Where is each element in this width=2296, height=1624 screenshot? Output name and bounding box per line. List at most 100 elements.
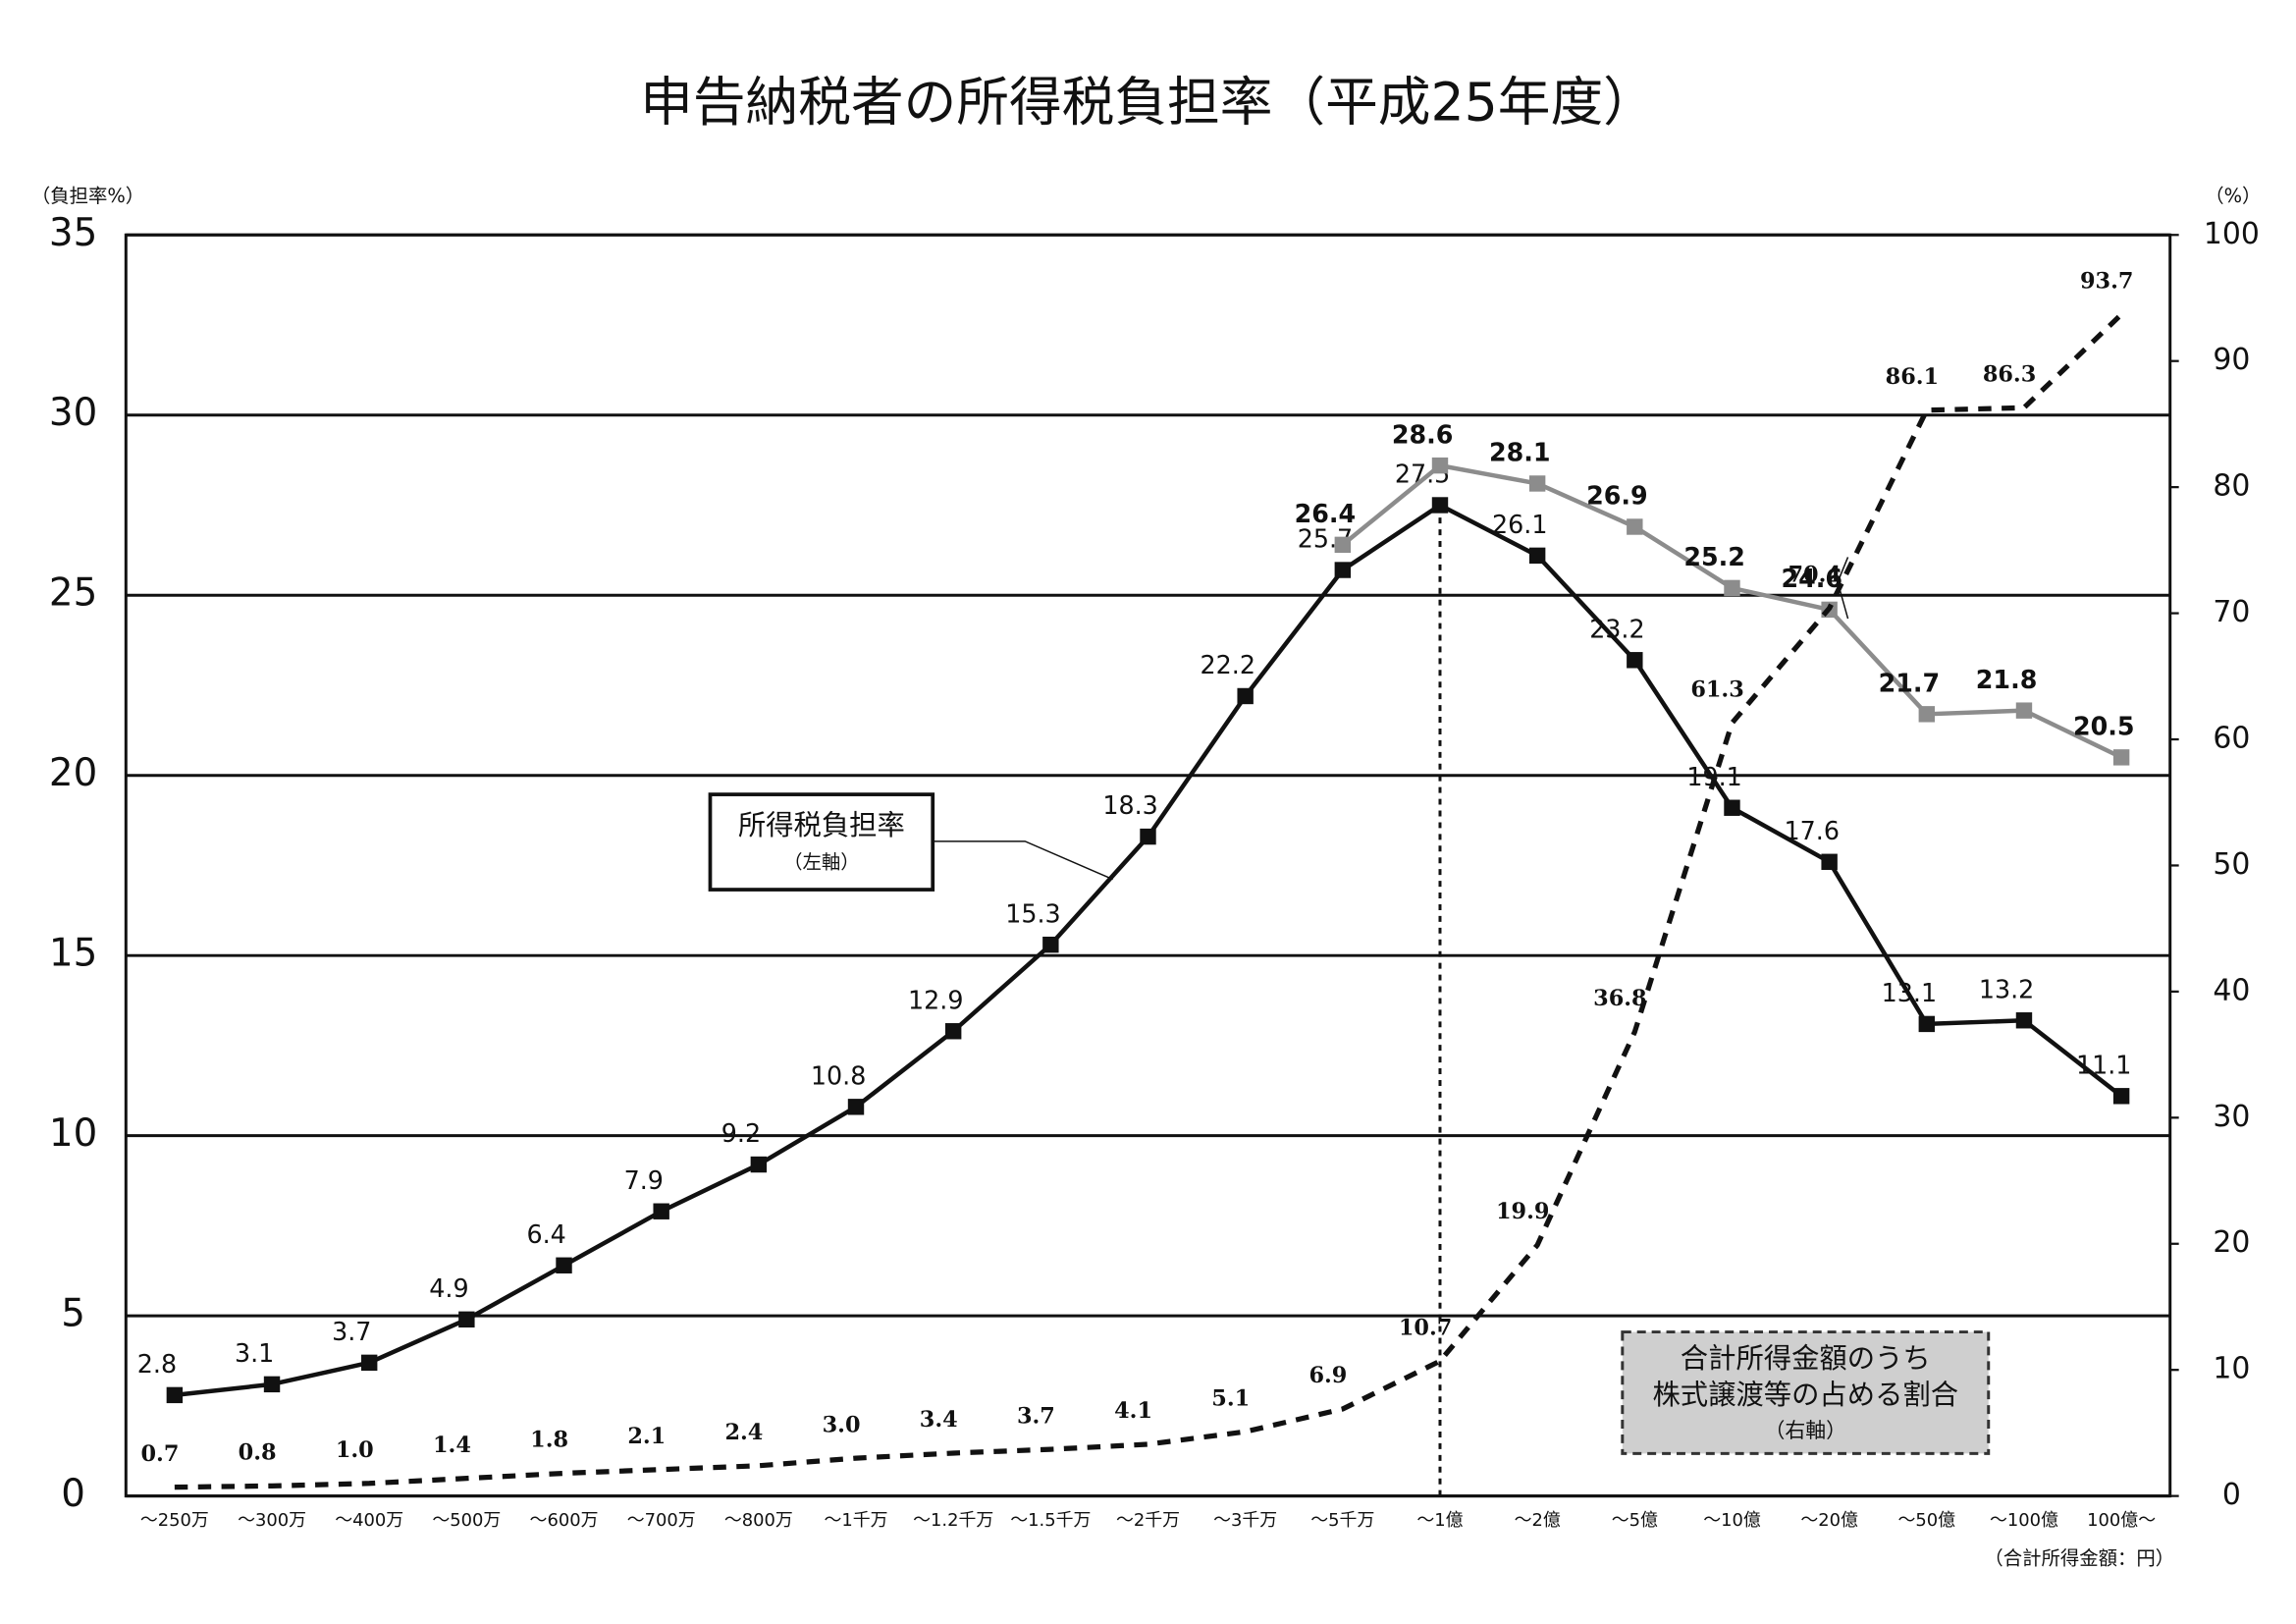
annotation: 合計所得金額のうち <box>1681 1342 1931 1375</box>
data-label: 18.3 <box>1102 790 1157 820</box>
marker <box>1528 475 1546 492</box>
marker <box>1821 853 1838 870</box>
x-tick-label: ～3千万 <box>1213 1510 1277 1531</box>
data-label: 1.0 <box>336 1437 374 1463</box>
x-tick-label: ～300万 <box>238 1510 306 1531</box>
y2-tick-label: 0 <box>2222 1478 2241 1512</box>
data-label: 61.3 <box>1690 677 1743 702</box>
data-label: 6.4 <box>526 1219 565 1249</box>
marker <box>1431 497 1449 514</box>
marker <box>1334 536 1352 554</box>
marker <box>1724 799 1740 816</box>
data-label: 1.4 <box>433 1433 471 1458</box>
marker <box>1431 457 1449 474</box>
marker <box>1627 652 1643 669</box>
data-label: 2.1 <box>627 1424 666 1449</box>
data-label: 7.9 <box>624 1165 664 1195</box>
marker <box>1334 562 1352 578</box>
x-tick-label: ～2千万 <box>1116 1510 1180 1531</box>
x-tick-label: ～5千万 <box>1310 1510 1374 1531</box>
x-tick-label: ～500万 <box>432 1510 501 1531</box>
data-label: 19.9 <box>1496 1199 1549 1224</box>
y2-tick-label: 50 <box>2213 847 2250 882</box>
x-tick-label: ～1億 <box>1416 1510 1463 1531</box>
data-label: 0.8 <box>239 1440 277 1466</box>
x-tick-label: ～50億 <box>1898 1510 1956 1531</box>
y-tick-label: 0 <box>61 1472 85 1516</box>
data-label: 25.2 <box>1683 542 1745 571</box>
x-tick-label: ～400万 <box>335 1510 403 1531</box>
x-tick-label: ～5億 <box>1612 1510 1658 1531</box>
data-label: 4.1 <box>1114 1398 1152 1424</box>
data-label: 20.5 <box>2073 712 2135 741</box>
y2-tick-label: 30 <box>2213 1100 2250 1134</box>
y2-tick-label: 60 <box>2213 722 2250 756</box>
y-tick-label: 10 <box>49 1111 97 1156</box>
data-label: 23.2 <box>1589 614 1644 643</box>
series-line <box>174 312 2123 1490</box>
y-tick-label: 35 <box>49 211 97 255</box>
data-label: 15.3 <box>1005 898 1060 928</box>
y2-axis-label: （%） <box>2205 185 2261 207</box>
leader-line <box>933 840 1113 881</box>
marker <box>1627 518 1643 535</box>
marker <box>1918 706 1936 723</box>
marker <box>2015 1012 2033 1029</box>
data-label: 17.6 <box>1785 816 1840 845</box>
marker <box>2112 749 2130 766</box>
marker <box>2112 1088 2130 1105</box>
marker <box>1237 687 1254 705</box>
data-label: 12.9 <box>908 985 963 1014</box>
annotation: （左軸） <box>783 851 860 874</box>
data-label: 6.9 <box>1308 1363 1347 1388</box>
y2-tick-label: 40 <box>2213 973 2250 1007</box>
data-label: 10.8 <box>811 1060 866 1090</box>
y-tick-label: 15 <box>49 932 97 976</box>
legend-box <box>1621 1330 1991 1455</box>
y-tick-label: 25 <box>49 571 97 616</box>
data-label: 24.6 <box>1781 564 1842 593</box>
data-label: 10.7 <box>1399 1315 1452 1340</box>
marker <box>166 1386 184 1404</box>
y-tick-label: 20 <box>49 751 97 795</box>
marker <box>750 1156 768 1173</box>
x-tick-label: ～600万 <box>530 1510 599 1531</box>
x-tick-label: ～250万 <box>140 1510 209 1531</box>
data-label: 26.4 <box>1295 499 1357 528</box>
marker <box>1042 936 1059 953</box>
marker <box>1140 828 1156 845</box>
x-tick-label: ～1千万 <box>824 1510 887 1531</box>
x-tick-label: ～10億 <box>1703 1510 1761 1531</box>
data-label: 3.0 <box>823 1412 861 1437</box>
marker <box>1528 547 1546 565</box>
annotation: （右軸） <box>1765 1419 1847 1442</box>
marker <box>847 1099 865 1115</box>
marker <box>2015 702 2033 719</box>
chart-title: 申告納税者の所得税負担率（平成25年度） <box>640 72 1656 134</box>
data-label: 11.1 <box>2076 1050 2131 1079</box>
y2-tick-label: 70 <box>2213 595 2250 629</box>
y-axis-label: （負担率%） <box>31 185 144 207</box>
y2-tick-label: 20 <box>2213 1225 2250 1260</box>
annotation: 株式譲渡等の占める割合 <box>1652 1379 1958 1411</box>
data-label: 70.4 <box>1788 563 1841 588</box>
data-label: 3.1 <box>235 1338 274 1368</box>
marker <box>458 1311 475 1328</box>
x-tick-label: 100億～ <box>2087 1510 2156 1531</box>
marker <box>653 1203 669 1219</box>
data-label: 1.8 <box>530 1428 568 1453</box>
marker <box>556 1257 572 1273</box>
y2-tick-label: 90 <box>2213 343 2250 377</box>
marker <box>1724 579 1740 597</box>
legend-box <box>708 792 935 892</box>
data-label: 13.2 <box>1979 974 2034 1003</box>
data-label: 3.4 <box>920 1407 958 1433</box>
data-label: 86.3 <box>1983 361 2036 387</box>
data-label: 4.9 <box>429 1273 468 1303</box>
data-label: 36.8 <box>1593 986 1646 1011</box>
marker <box>263 1376 281 1393</box>
data-label: 5.1 <box>1211 1385 1250 1411</box>
annotation: 所得税負担率 <box>738 809 905 841</box>
data-label: 3.7 <box>332 1317 371 1346</box>
